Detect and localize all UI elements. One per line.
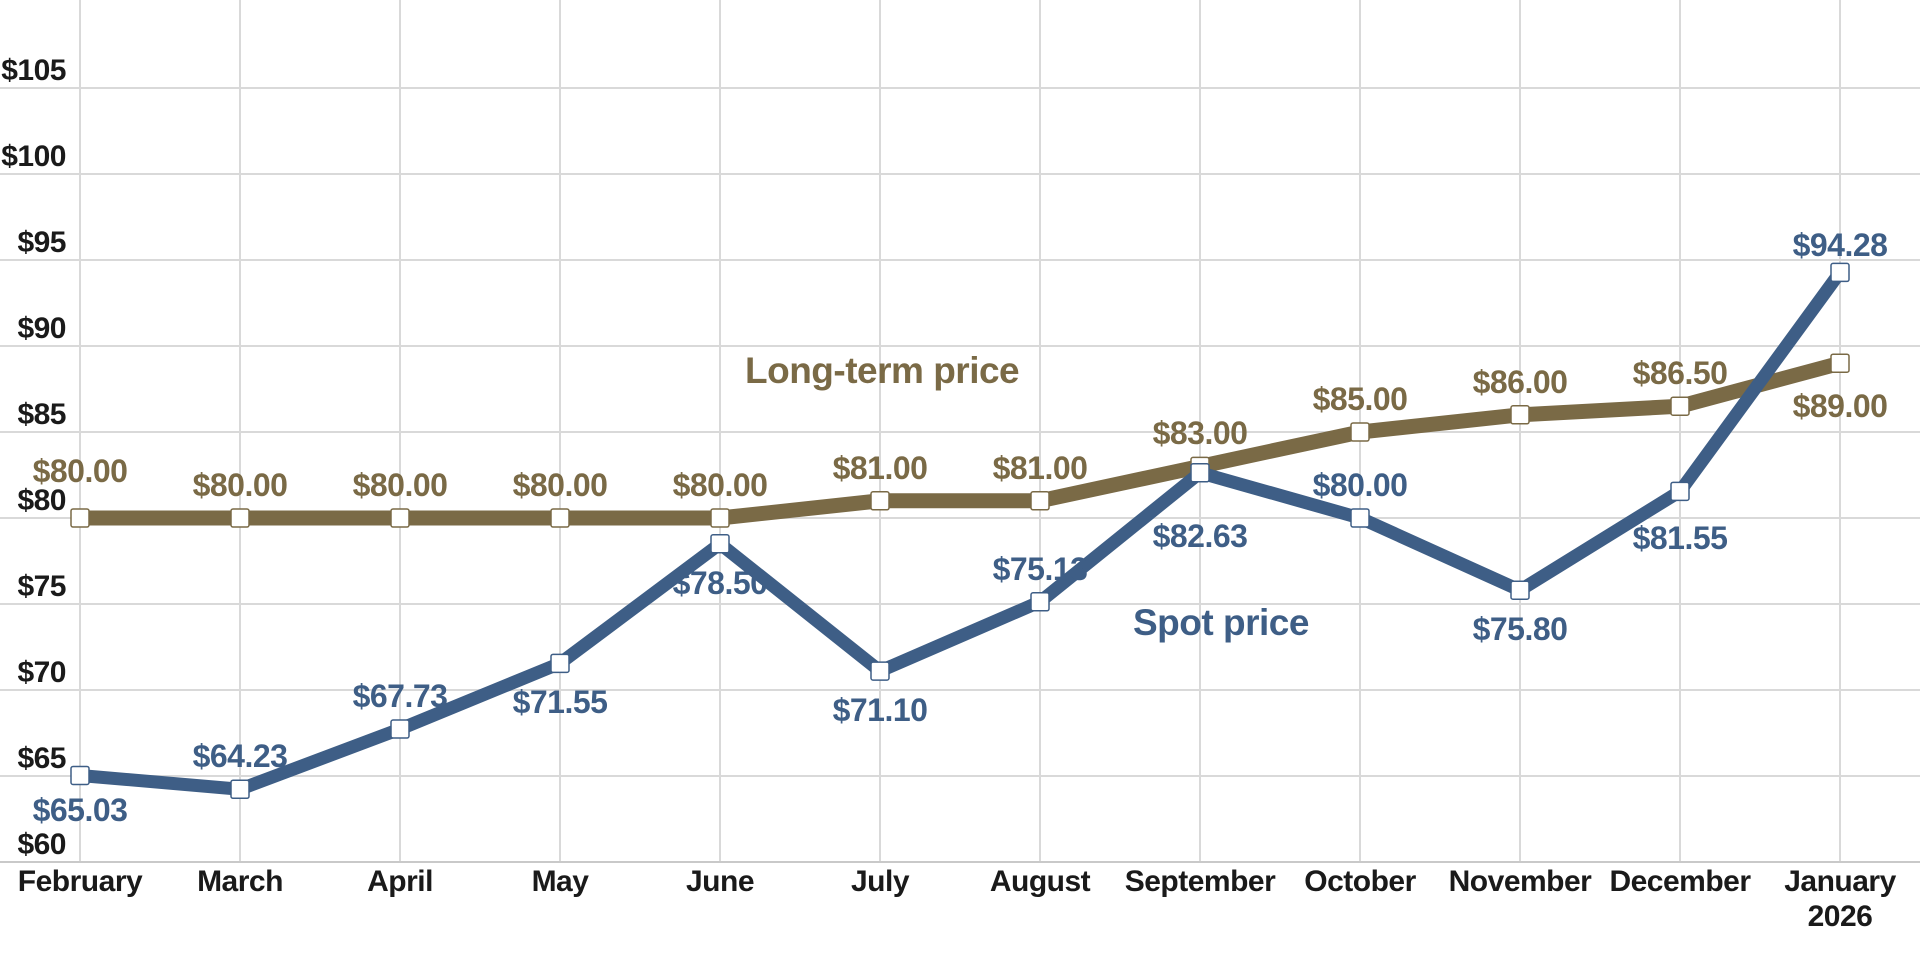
long-term-price-line bbox=[80, 355, 1842, 526]
spot-price-marker-may bbox=[550, 653, 570, 674]
spot-price-marker-february bbox=[70, 765, 90, 786]
spot-price-marker-october bbox=[1350, 508, 1370, 528]
spot-price-marker-march bbox=[230, 779, 250, 799]
series-label-spot-price: Spot price bbox=[1133, 602, 1309, 643]
long-term-price-marker-october bbox=[1350, 422, 1370, 442]
spot-price-marker-april bbox=[390, 719, 410, 739]
long-term-price-marker-december bbox=[1670, 396, 1690, 416]
spot-price-line bbox=[79, 268, 1846, 796]
spot-price-marker-july bbox=[870, 661, 890, 681]
series-label-long-term-price: Long-term price bbox=[745, 350, 1020, 391]
long-term-price-marker-march bbox=[230, 508, 250, 528]
long-term-price-marker-may bbox=[550, 508, 570, 528]
long-term-price-marker-july bbox=[870, 491, 890, 511]
spot-price-marker-august bbox=[1030, 592, 1050, 612]
spot-price-marker-september bbox=[1190, 463, 1210, 483]
spot-price-marker-june bbox=[710, 534, 730, 554]
spot-price-marker-november bbox=[1510, 580, 1530, 600]
long-term-price-marker-august bbox=[1030, 491, 1050, 511]
spot-price-marker-december bbox=[1670, 481, 1690, 502]
long-term-price-marker-february bbox=[70, 508, 90, 528]
spot-price-marker-january-2026 bbox=[1830, 262, 1850, 283]
long-term-price-marker-november bbox=[1510, 405, 1530, 425]
long-term-price-marker-january-2026 bbox=[1830, 353, 1850, 373]
long-term-price-marker-june bbox=[710, 508, 730, 528]
long-term-price-marker-april bbox=[390, 508, 410, 528]
